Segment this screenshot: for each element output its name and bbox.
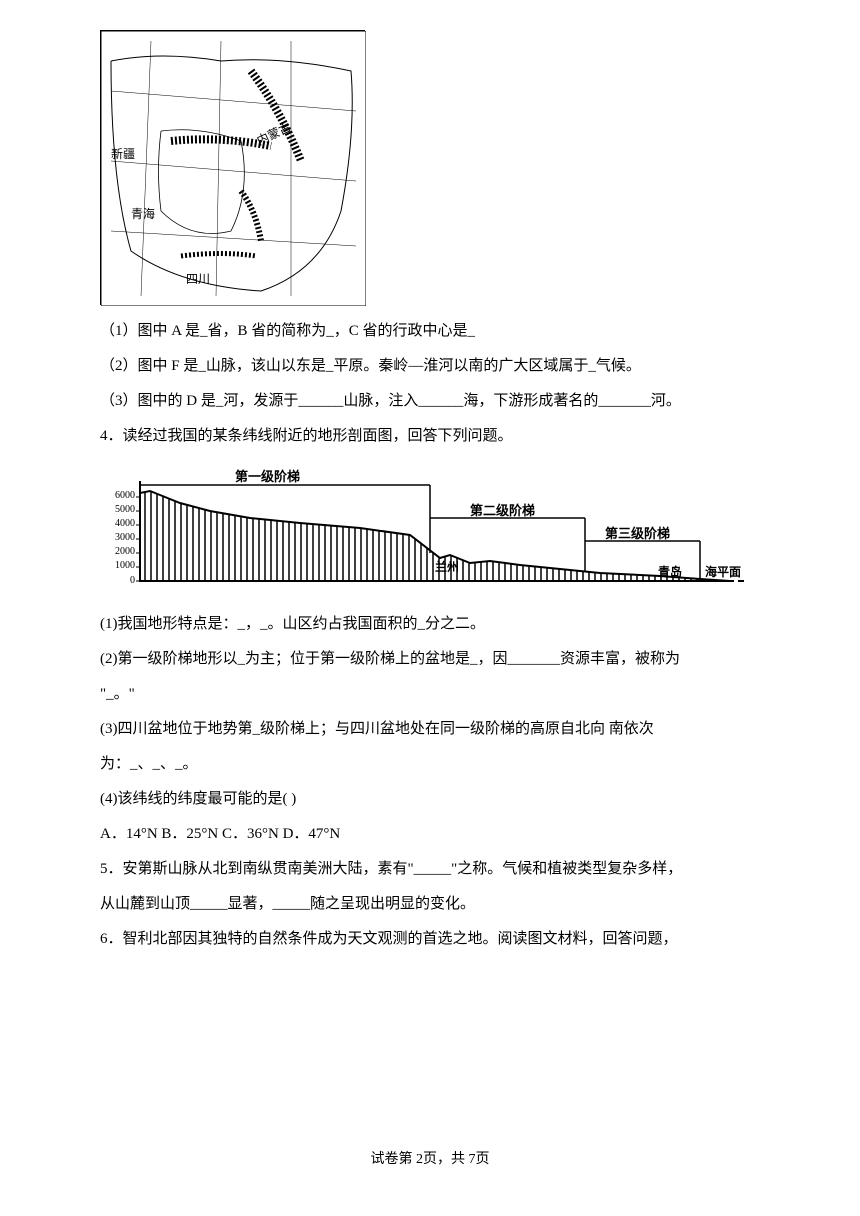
question-4-options: A．14°N B．25°N C．36°N D．47°N bbox=[100, 818, 760, 851]
profile-svg: 0 1000 2000 3000 4000 5000 6000 第一级阶梯 第二… bbox=[100, 463, 750, 593]
question-5b: 从山麓到山顶_____显著，_____随之呈现出明显的变化。 bbox=[100, 888, 760, 921]
step2-label: 第二级阶梯 bbox=[470, 503, 535, 518]
map-label-xinjiang: 新疆 bbox=[111, 141, 135, 167]
page-footer: 试卷第 2页，共 7页 bbox=[0, 1145, 860, 1176]
question-4-2: (2)第一级阶梯地形以_为主；位于第一级阶梯上的盆地是_，因_______资源丰… bbox=[100, 643, 760, 676]
question-4-2b: "_。" bbox=[100, 678, 760, 711]
svg-text:1000: 1000 bbox=[115, 560, 135, 571]
question-2: （2）图中 F 是_山脉，该山以东是_平原。秦岭—淮河以南的广大区域属于_气候。 bbox=[100, 350, 760, 383]
map-label-qinghai: 青海 bbox=[131, 201, 155, 227]
question-6: 6．智利北部因其独特的自然条件成为天文观测的首选之地。阅读图文材料，回答问题， bbox=[100, 923, 760, 956]
step1-label: 第一级阶梯 bbox=[235, 469, 300, 484]
map-svg bbox=[101, 31, 366, 306]
svg-text:5000: 5000 bbox=[115, 504, 135, 515]
question-4-4: (4)该纬线的纬度最可能的是( ) bbox=[100, 783, 760, 816]
step3-label: 第三级阶梯 bbox=[605, 526, 670, 541]
terrain-profile-figure: 0 1000 2000 3000 4000 5000 6000 第一级阶梯 第二… bbox=[100, 463, 750, 593]
question-1: （1）图中 A 是_省，B 省的简称为_，C 省的行政中心是_ bbox=[100, 315, 760, 348]
question-4-3b: 为：_、_、_。 bbox=[100, 748, 760, 781]
sealevel-label: 海平面 bbox=[705, 564, 741, 579]
qingdao-label: 青岛 bbox=[658, 564, 682, 579]
question-5: 5．安第斯山脉从北到南纵贯南美洲大陆，素有"_____"之称。气候和植被类型复杂… bbox=[100, 853, 760, 886]
svg-text:0: 0 bbox=[130, 575, 135, 586]
china-map-figure: 新疆 青海 四川 内蒙古 bbox=[100, 30, 365, 305]
svg-text:3000: 3000 bbox=[115, 532, 135, 543]
lanzhou-label: 兰州 bbox=[435, 559, 459, 574]
question-4-intro: 4．读经过我国的某条纬线附近的地形剖面图，回答下列问题。 bbox=[100, 420, 760, 453]
svg-text:2000: 2000 bbox=[115, 546, 135, 557]
question-4-1: (1)我国地形特点是：_，_。山区约占我国面积的_分之二。 bbox=[100, 608, 760, 641]
question-3: （3）图中的 D 是_河，发源于______山脉，注入______海，下游形成著… bbox=[100, 385, 760, 418]
svg-text:4000: 4000 bbox=[115, 518, 135, 529]
svg-text:6000: 6000 bbox=[115, 490, 135, 501]
map-label-sichuan: 四川 bbox=[186, 266, 210, 292]
question-4-3: (3)四川盆地位于地势第_级阶梯上；与四川盆地处在同一级阶梯的高原自北向 南依次 bbox=[100, 713, 760, 746]
